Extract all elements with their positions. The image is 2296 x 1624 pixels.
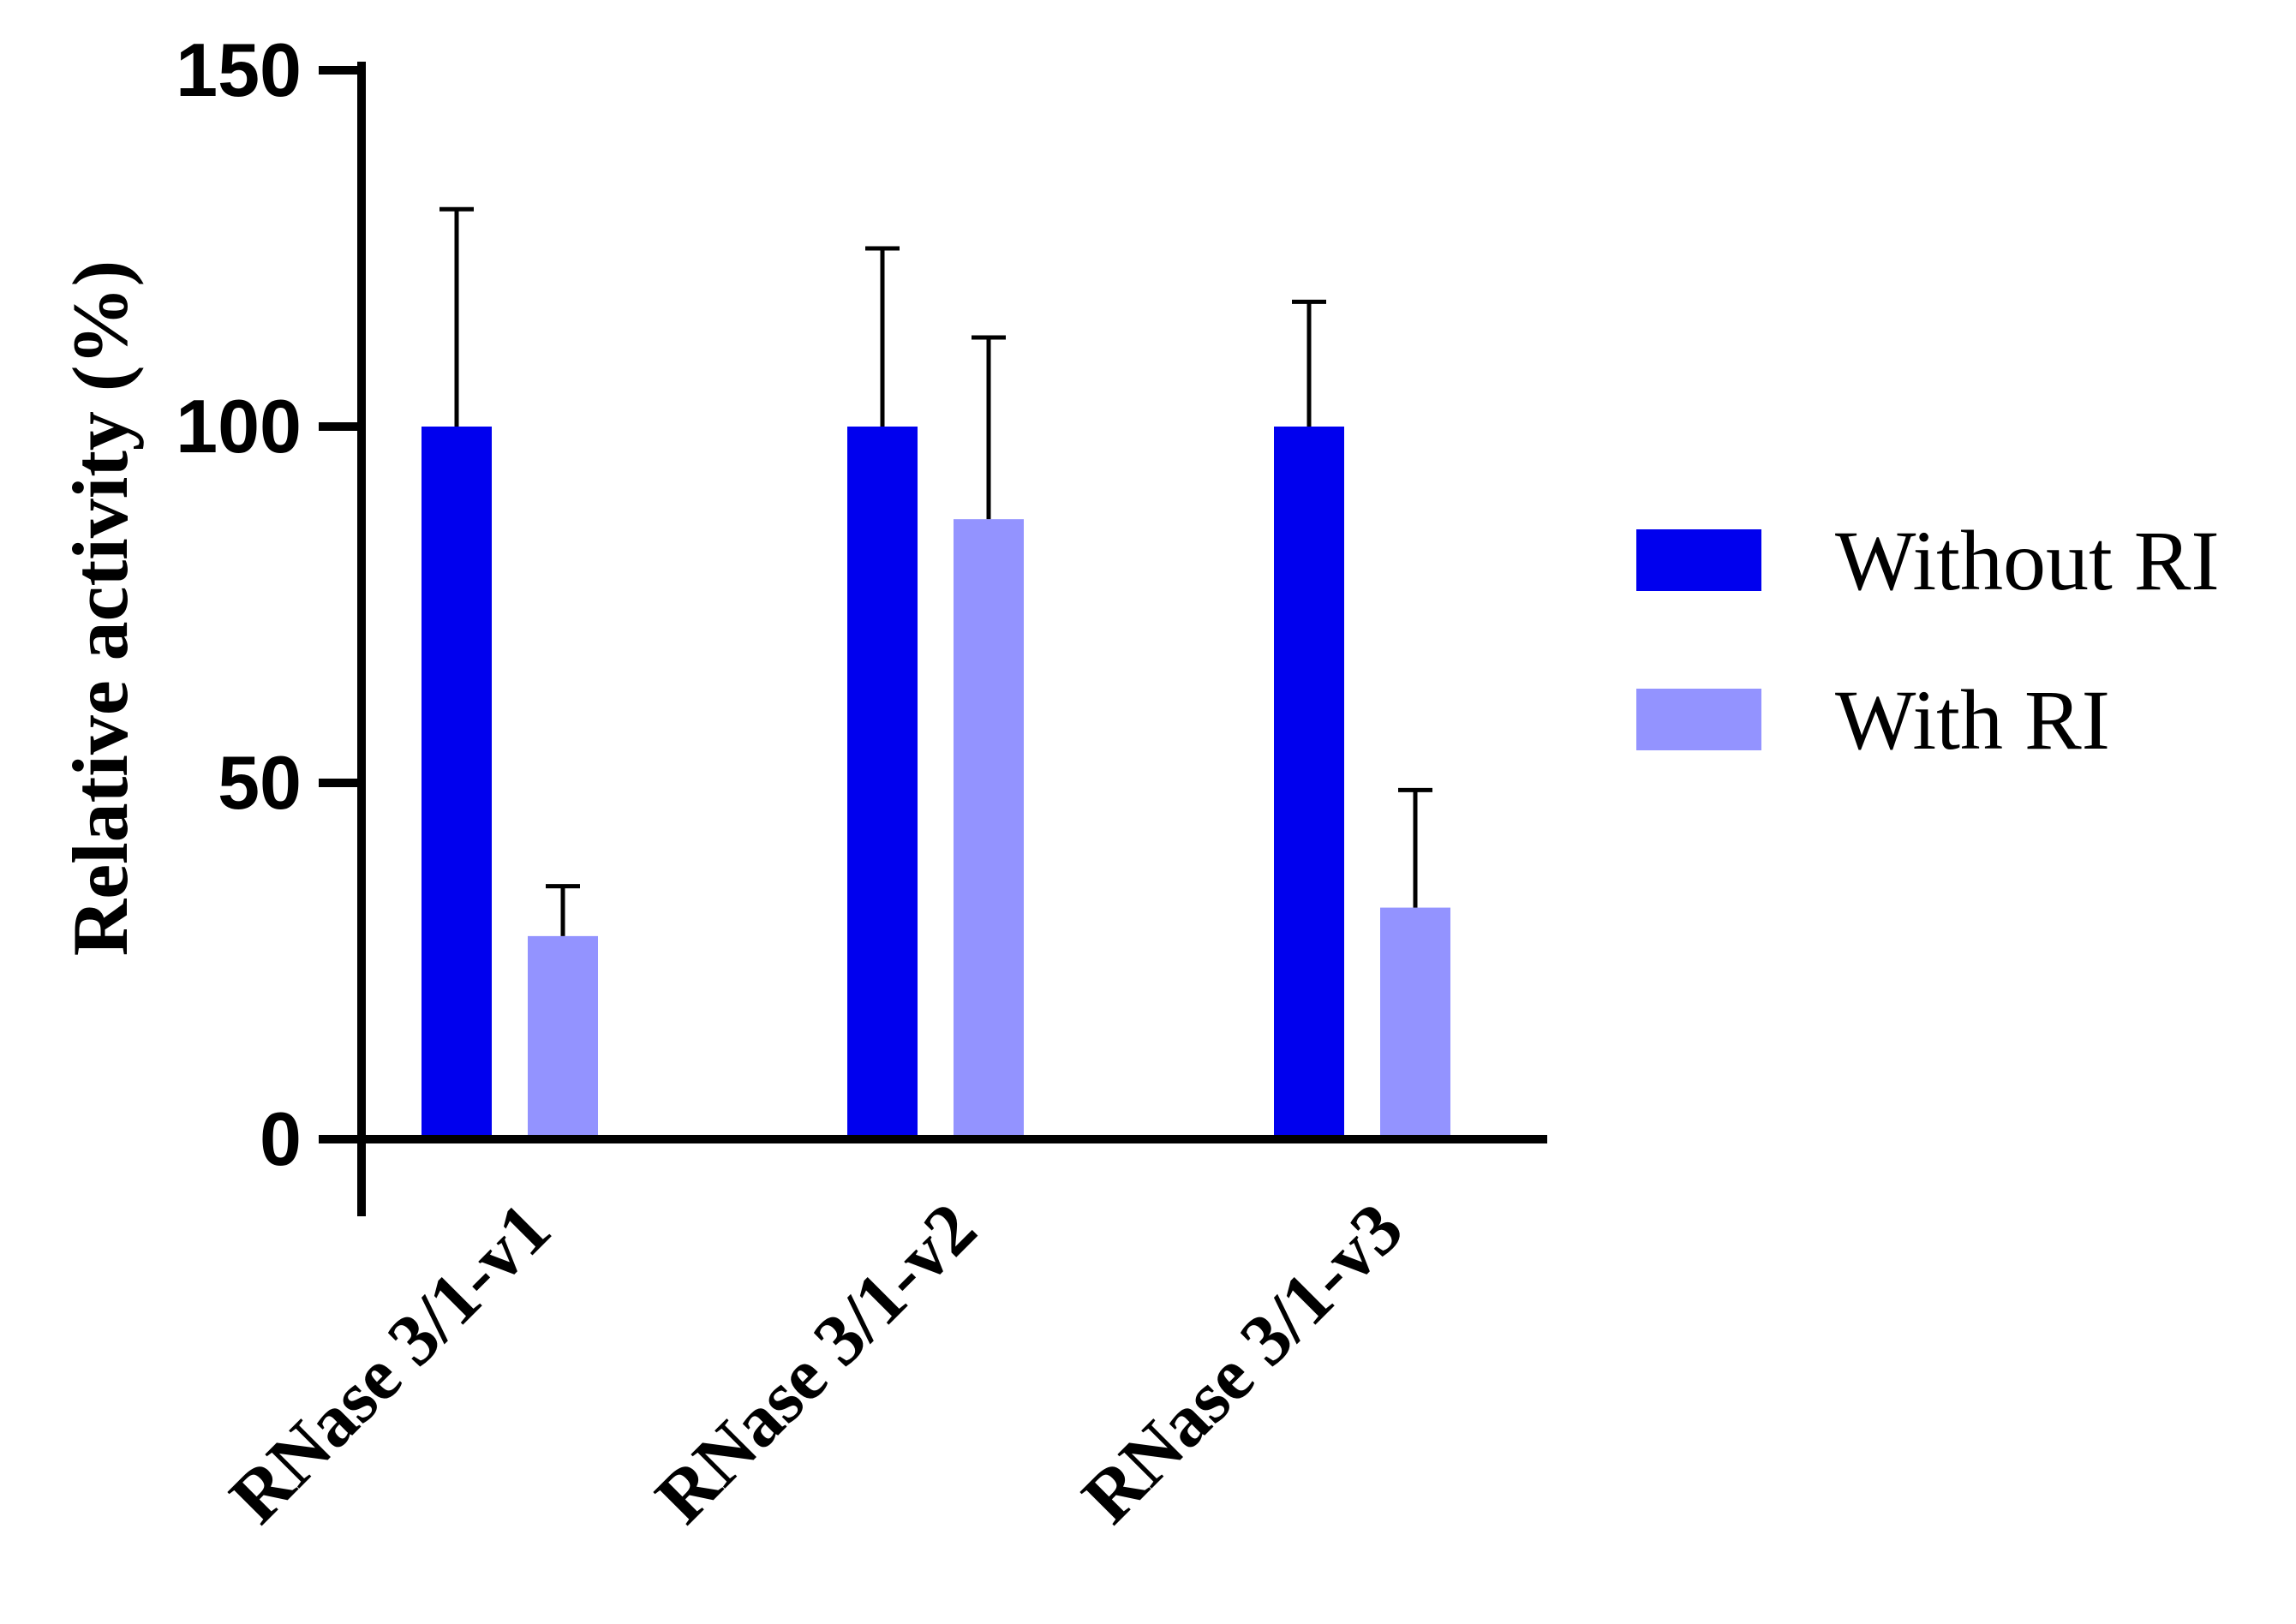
y-tick-label: 50 [218, 740, 302, 825]
legend-swatch [1636, 529, 1761, 591]
bar [954, 519, 1024, 1139]
category-labels-layer: RNase 3/1-v1 RNase 3/1-v2 RNase 3/1-v3 [214, 1187, 1419, 1539]
bar [847, 427, 918, 1139]
legend-swatch [1636, 689, 1761, 750]
bar [1380, 907, 1450, 1139]
axes-layer [319, 62, 1547, 1216]
legend-label: Without RI [1835, 513, 2220, 608]
y-tick-label: 0 [260, 1096, 302, 1181]
legend: Without RI With RI [1636, 513, 2220, 767]
y-ticks-layer: 0 50 100 150 [176, 27, 362, 1181]
legend-label: With RI [1835, 672, 2110, 767]
y-tick-label: 150 [176, 27, 302, 112]
x-category-label: RNase 3/1-v2 [640, 1187, 992, 1539]
y-tick-label: 100 [176, 384, 302, 469]
y-axis-title: Relative activity (%) [57, 260, 144, 956]
error-bars-layer [439, 206, 1432, 936]
bars-layer [422, 427, 1450, 1139]
bar [422, 427, 492, 1139]
x-category-label: RNase 3/1-v1 [214, 1187, 566, 1539]
bar [528, 935, 598, 1139]
x-category-label: RNase 3/1-v3 [1067, 1187, 1419, 1539]
bar [1274, 427, 1344, 1139]
